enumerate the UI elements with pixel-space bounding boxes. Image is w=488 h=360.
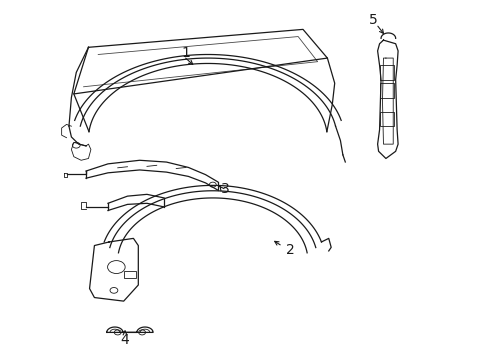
Text: 3: 3	[220, 182, 229, 196]
Text: 1: 1	[181, 46, 190, 60]
Text: 4: 4	[121, 333, 129, 347]
Text: 5: 5	[368, 13, 377, 27]
Text: 2: 2	[286, 243, 295, 257]
Bar	[379, 83, 393, 98]
Bar	[123, 271, 136, 278]
Bar	[379, 112, 393, 126]
Bar	[379, 65, 393, 80]
